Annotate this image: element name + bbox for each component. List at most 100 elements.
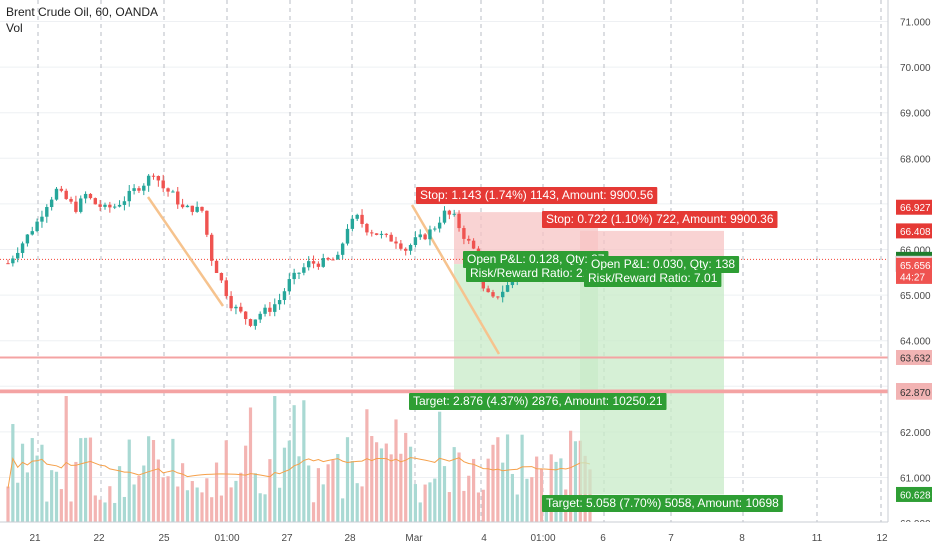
volume-bar [292,405,296,522]
volume-bar [273,396,277,522]
candle-body [113,206,117,208]
time-tick-label[interactable]: 28 [344,533,356,544]
risk-reward-label-2-bg [584,270,722,287]
target-label-1[interactable]: Target: 2.876 (4.37%) 2876, Amount: 1025… [409,393,667,410]
candle-body [190,205,194,212]
volume-bar [30,438,34,522]
candle-body [462,228,466,239]
target-label-2-bg [542,495,783,512]
trend-line-1[interactable] [146,196,225,307]
trend-lines[interactable] [146,196,501,355]
open-pl-label-1[interactable]: Open P&L: 0.128, Qty: 87 [463,251,609,268]
candle-body [161,180,165,189]
price-badge[interactable]: 66.927 [900,203,931,214]
volume-bar [408,446,413,522]
volume-bar [103,502,107,522]
time-tick-label[interactable]: 01:00 [530,533,555,544]
candle-body [248,319,253,326]
candle-body [471,240,476,249]
candle-body [370,232,374,234]
volume-bar [258,493,262,522]
time-tick-label[interactable]: 27 [281,533,293,544]
candle-body [137,188,141,191]
candle-body [45,207,49,217]
price-badge[interactable]: 44:27 [900,272,925,283]
time-axis[interactable]: 21 22 25 01:00 27 28 Mar 4 01:00 6 7 8 11 12 [0,521,932,550]
volume-bar [476,492,481,522]
open-pl-label-2[interactable]: Open P&L: 0.030, Qty: 138 [587,256,740,273]
volume-bar [365,409,369,522]
price-badge[interactable]: 65.656 [900,261,931,272]
volume-bar [442,466,447,522]
risk-reward-label-1[interactable]: Risk/Reward Ratio: 2.52 [466,265,604,282]
candle-body [210,234,214,261]
candle-body [374,233,379,235]
chart-legend[interactable]: Brent Crude Oil, 60, OANDA Vol [6,4,158,36]
price-axis[interactable]: 71.00070.00069.00068.00067.00066.00065.0… [887,0,932,530]
price-tick-label: 68.000 [900,154,931,165]
time-tick-label[interactable]: Mar [405,533,423,544]
candle-body [185,205,190,208]
volume-bar [244,445,248,522]
candle-body [326,258,330,260]
volume-bar [311,502,316,522]
time-tick-label[interactable]: 12 [876,533,888,544]
candle-body [437,222,442,229]
price-badge[interactable]: 60.628 [900,490,931,501]
time-tick-label[interactable]: 25 [158,533,170,544]
candle-body [379,233,384,235]
candle-body [224,280,228,297]
candle-body [297,272,301,274]
price-badge[interactable]: 62.870 [900,388,931,399]
stop-label-1[interactable]: Stop: 1.143 (1.74%) 1143, Amount: 9900.5… [416,187,658,204]
candle-body [79,198,83,212]
price-badge[interactable]: 63.632 [900,353,931,364]
volume-bar [569,430,573,522]
candle-body [491,292,495,297]
target-zone-2[interactable] [580,263,724,495]
price-badge-bg [896,223,932,239]
candle-body [30,231,34,235]
volume-bar [535,456,539,522]
target-label-2[interactable]: Target: 5.058 (7.70%) 5058, Amount: 1069… [542,495,783,512]
time-tick-label[interactable]: 8 [739,533,745,544]
candle-body [234,306,238,309]
time-tick-label[interactable]: 22 [93,533,105,544]
volume-bar [69,501,73,522]
symbol-title[interactable]: Brent Crude Oil, 60, OANDA [6,5,159,19]
candle-body [345,228,350,244]
time-tick-label[interactable]: 01:00 [214,533,239,544]
target-zone-1[interactable] [454,264,598,395]
volume-bar [316,468,320,522]
candle-body [505,285,510,292]
volume-bar [384,443,388,522]
candle-body [98,204,102,207]
volume-bar [501,462,505,522]
risk-reward-label-2[interactable]: Risk/Reward Ratio: 7.01 [584,270,722,287]
trend-line-2[interactable] [410,204,501,355]
position-labels[interactable]: Stop: 1.143 (1.74%) 1143, Amount: 9900.5… [409,187,783,512]
volume-bar [375,442,379,522]
stop-label-2[interactable]: Stop: 0.722 (1.10%) 722, Amount: 9900.36 [542,211,778,228]
horizontal-levels[interactable] [0,258,888,394]
candle-body [253,319,258,326]
volume-bar [505,434,510,522]
risk-reward-label-1-text: Risk/Reward Ratio: 2.52 [470,266,600,280]
candle-body [442,210,447,223]
volume-bar [224,440,228,522]
volume-bar [205,478,209,522]
time-tick-label[interactable]: 4 [481,533,487,544]
volume-legend[interactable]: Vol [6,21,23,35]
volume-bar [510,473,514,522]
time-tick-label[interactable]: 21 [29,533,41,544]
volume-bar [302,400,306,522]
time-tick-label[interactable]: 6 [600,533,606,544]
volume-bar [122,496,126,522]
volume-bar [190,481,194,522]
time-tick-label[interactable]: 11 [812,533,823,544]
time-tick-label[interactable]: 7 [668,533,674,544]
price-badge[interactable]: 66.408 [900,227,931,238]
candle-body [83,193,88,199]
